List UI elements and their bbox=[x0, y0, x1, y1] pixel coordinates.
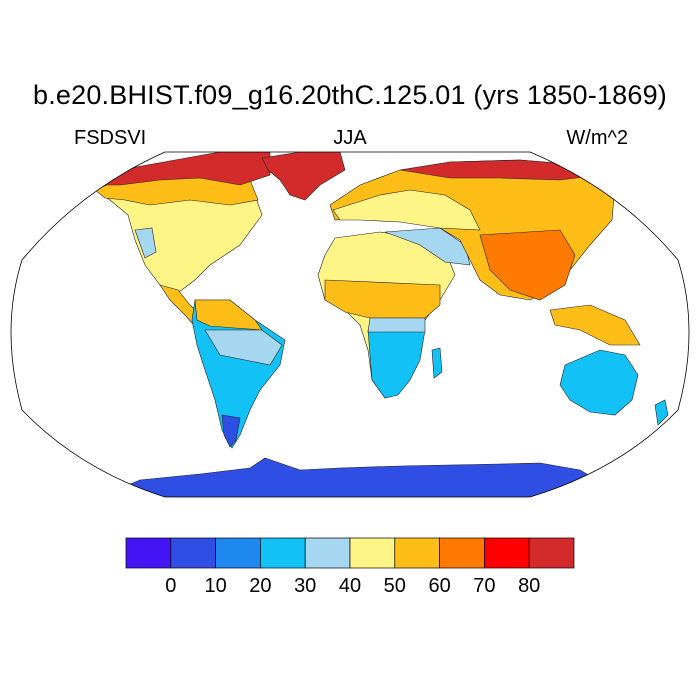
colorbar-label: 70 bbox=[473, 575, 495, 597]
se-asia-islands bbox=[549, 304, 641, 346]
colorbar-swatch bbox=[484, 537, 530, 569]
africa-south bbox=[367, 329, 426, 399]
new-zealand-region bbox=[654, 399, 669, 426]
colorbar-swatch bbox=[170, 537, 216, 569]
colorbar-swatch bbox=[528, 537, 575, 569]
greenland-region bbox=[261, 152, 346, 201]
colorbar-label: 0 bbox=[165, 575, 176, 597]
africa-central-blue bbox=[367, 317, 426, 333]
madagascar-region bbox=[431, 347, 443, 379]
south-america-mid bbox=[204, 329, 283, 366]
colorbar-label: 80 bbox=[518, 575, 540, 597]
map-boundary bbox=[10, 151, 690, 498]
colorbar-swatch bbox=[349, 537, 396, 569]
colorbar-label: 10 bbox=[204, 575, 226, 597]
colorbar-swatch bbox=[304, 537, 351, 569]
season-label: JJA bbox=[333, 127, 367, 149]
colorbar-label: 60 bbox=[428, 575, 450, 597]
map-title: b.e20.BHIST.f09_g16.20thC.125.01 (yrs 18… bbox=[32, 80, 667, 110]
south-america-south-tip bbox=[221, 414, 241, 448]
colorbar-swatch bbox=[125, 537, 172, 569]
arctic-islands-region bbox=[89, 152, 271, 186]
colorbar-swatch bbox=[215, 537, 261, 569]
colorbar-swatch bbox=[439, 537, 485, 569]
colorbar-label: 20 bbox=[249, 575, 271, 597]
north-america-west-blue bbox=[134, 227, 157, 259]
south-america-north bbox=[194, 299, 263, 331]
colorbar-swatch bbox=[394, 537, 440, 569]
colorbar-swatch bbox=[260, 537, 306, 569]
europe-yellow bbox=[332, 189, 481, 231]
units-label: W/m^2 bbox=[566, 127, 628, 149]
colorbar-label: 50 bbox=[384, 575, 406, 597]
australia-region bbox=[559, 349, 639, 416]
variable-label: FSDSVI bbox=[74, 127, 147, 149]
colorbar-label: 30 bbox=[294, 575, 316, 597]
colorbar-label: 40 bbox=[339, 575, 361, 597]
east-asia-orange bbox=[479, 229, 576, 301]
